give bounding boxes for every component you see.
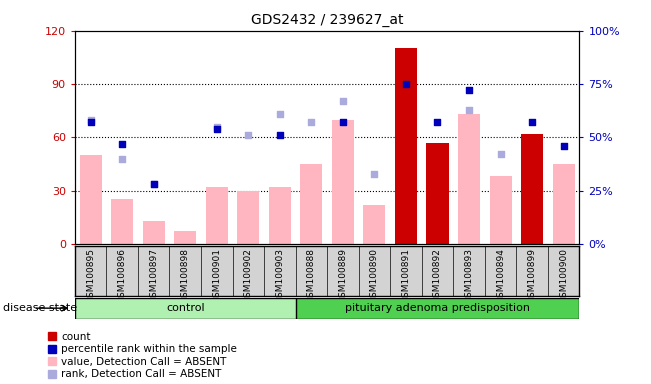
Point (85, 117, 96, 123)
Point (495, 151, 506, 157)
Text: GSM100894: GSM100894 (496, 248, 505, 303)
Bar (300, 164, 322, 244)
Point (85, 119, 96, 126)
Bar (458, 114, 480, 244)
Point (275, 132, 285, 138)
Point (527, 119, 537, 126)
Point (212, 126, 222, 132)
Bar (79, 155, 102, 244)
Bar (143, 221, 165, 244)
Point (401, 81, 411, 87)
Point (338, 98, 348, 104)
Point (117, 141, 128, 147)
Bar (269, 187, 291, 244)
Point (559, 143, 569, 149)
Bar (395, 48, 417, 244)
Bar (426, 142, 449, 244)
Text: GSM100890: GSM100890 (370, 248, 379, 303)
Point (464, 106, 474, 113)
Bar (332, 119, 354, 244)
Text: GSM100891: GSM100891 (402, 248, 411, 303)
Text: disease state: disease state (3, 303, 77, 313)
Bar (111, 199, 133, 244)
Bar (521, 134, 543, 244)
Point (243, 132, 253, 138)
Text: GSM100900: GSM100900 (559, 248, 568, 303)
Bar (237, 190, 259, 244)
Point (148, 181, 159, 187)
Title: GDS2432 / 239627_at: GDS2432 / 239627_at (251, 13, 404, 27)
Bar (75, 298, 296, 319)
Point (369, 170, 380, 177)
Bar (490, 176, 512, 244)
Point (275, 111, 285, 117)
Text: control: control (166, 303, 204, 313)
Point (338, 119, 348, 126)
Point (306, 119, 316, 126)
Text: GSM100889: GSM100889 (339, 248, 348, 303)
Bar (296, 298, 579, 319)
Point (212, 124, 222, 130)
Text: pituitary adenoma predisposition: pituitary adenoma predisposition (345, 303, 530, 313)
Text: GSM100895: GSM100895 (86, 248, 95, 303)
Point (432, 119, 443, 126)
Text: GSM100902: GSM100902 (243, 248, 253, 303)
Text: GSM100898: GSM100898 (181, 248, 189, 303)
Text: GSM100892: GSM100892 (433, 248, 442, 303)
Text: GSM100888: GSM100888 (307, 248, 316, 303)
Bar (174, 232, 196, 244)
Text: GSM100903: GSM100903 (275, 248, 284, 303)
Text: GSM100901: GSM100901 (212, 248, 221, 303)
Bar (553, 164, 575, 244)
Text: GSM100899: GSM100899 (527, 248, 536, 303)
Text: GSM100896: GSM100896 (118, 248, 127, 303)
Bar (363, 205, 385, 244)
Text: GSM100893: GSM100893 (465, 248, 473, 303)
Legend: count, percentile rank within the sample, value, Detection Call = ABSENT, rank, : count, percentile rank within the sample… (48, 332, 237, 379)
Point (117, 156, 128, 162)
Point (464, 87, 474, 93)
Bar (206, 187, 228, 244)
Point (148, 181, 159, 187)
Text: GSM100897: GSM100897 (149, 248, 158, 303)
